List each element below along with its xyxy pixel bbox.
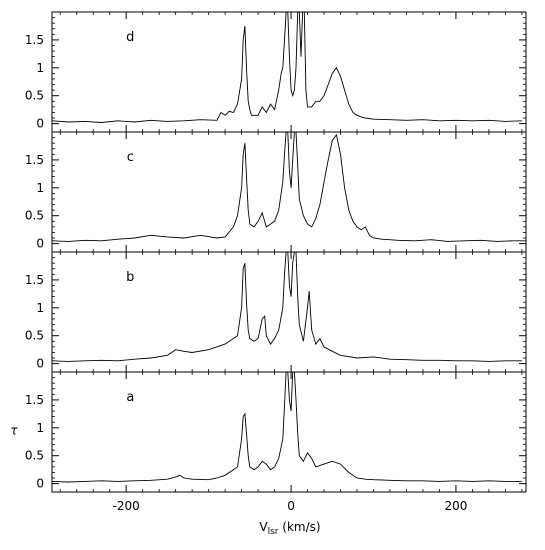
- panel-label: b: [126, 270, 134, 285]
- x-tick-label: -200: [113, 499, 140, 513]
- panel-frame: [51, 371, 527, 493]
- x-axis: -200 0 200: [113, 499, 468, 513]
- y-axis-label: τ: [10, 424, 18, 438]
- y-tick-label: 1: [36, 61, 44, 75]
- series-line-d: [52, 12, 522, 123]
- panel-frame: [51, 131, 527, 253]
- panel-a: 0 0.5 1 1.5 a τ: [10, 371, 527, 493]
- series-line-c: [52, 132, 526, 242]
- panel-b: 0 0.5 1 1.5 b: [25, 251, 527, 373]
- x-tick-label: 200: [444, 499, 467, 513]
- y-tick-label: 1: [36, 181, 44, 195]
- panels-group: 0 0.5 1 1.5 d 0 0.5 1 1.5 c 0 0.5 1 1.5 b 0 0.5 1 1.5 a τ: [10, 11, 527, 493]
- x-axis-label-subscript: lsr: [268, 527, 279, 537]
- x-tick-label: 0: [287, 499, 295, 513]
- panel-frame: [51, 11, 527, 133]
- y-tick-label: 1.5: [25, 33, 44, 47]
- y-tick-label: 0: [36, 237, 44, 251]
- y-tick-label: 1: [36, 421, 44, 435]
- panel-label: d: [126, 30, 134, 45]
- series-line-b: [52, 252, 522, 362]
- y-tick-label: 0: [36, 357, 44, 371]
- x-axis-label-unit: (km/s): [278, 520, 320, 534]
- y-tick-label: 0.5: [25, 89, 44, 103]
- y-tick-label: 0: [36, 477, 44, 491]
- x-axis-label-main: V: [259, 520, 268, 534]
- panel-c: 0 0.5 1 1.5 c: [25, 131, 527, 253]
- y-tick-label: 1.5: [25, 153, 44, 167]
- y-tick-label: 0: [36, 117, 44, 131]
- y-tick-label: 0.5: [25, 449, 44, 463]
- x-axis-label: Vlsr (km/s): [259, 520, 320, 537]
- panel-label: a: [126, 390, 134, 405]
- y-tick-label: 1: [36, 301, 44, 315]
- panel-label: c: [127, 150, 134, 165]
- y-tick-label: 1.5: [25, 273, 44, 287]
- series-line-a: [52, 372, 522, 483]
- y-tick-label: 1.5: [25, 393, 44, 407]
- y-tick-label: 0.5: [25, 209, 44, 223]
- y-tick-label: 0.5: [25, 329, 44, 343]
- panel-d: 0 0.5 1 1.5 d: [25, 11, 527, 133]
